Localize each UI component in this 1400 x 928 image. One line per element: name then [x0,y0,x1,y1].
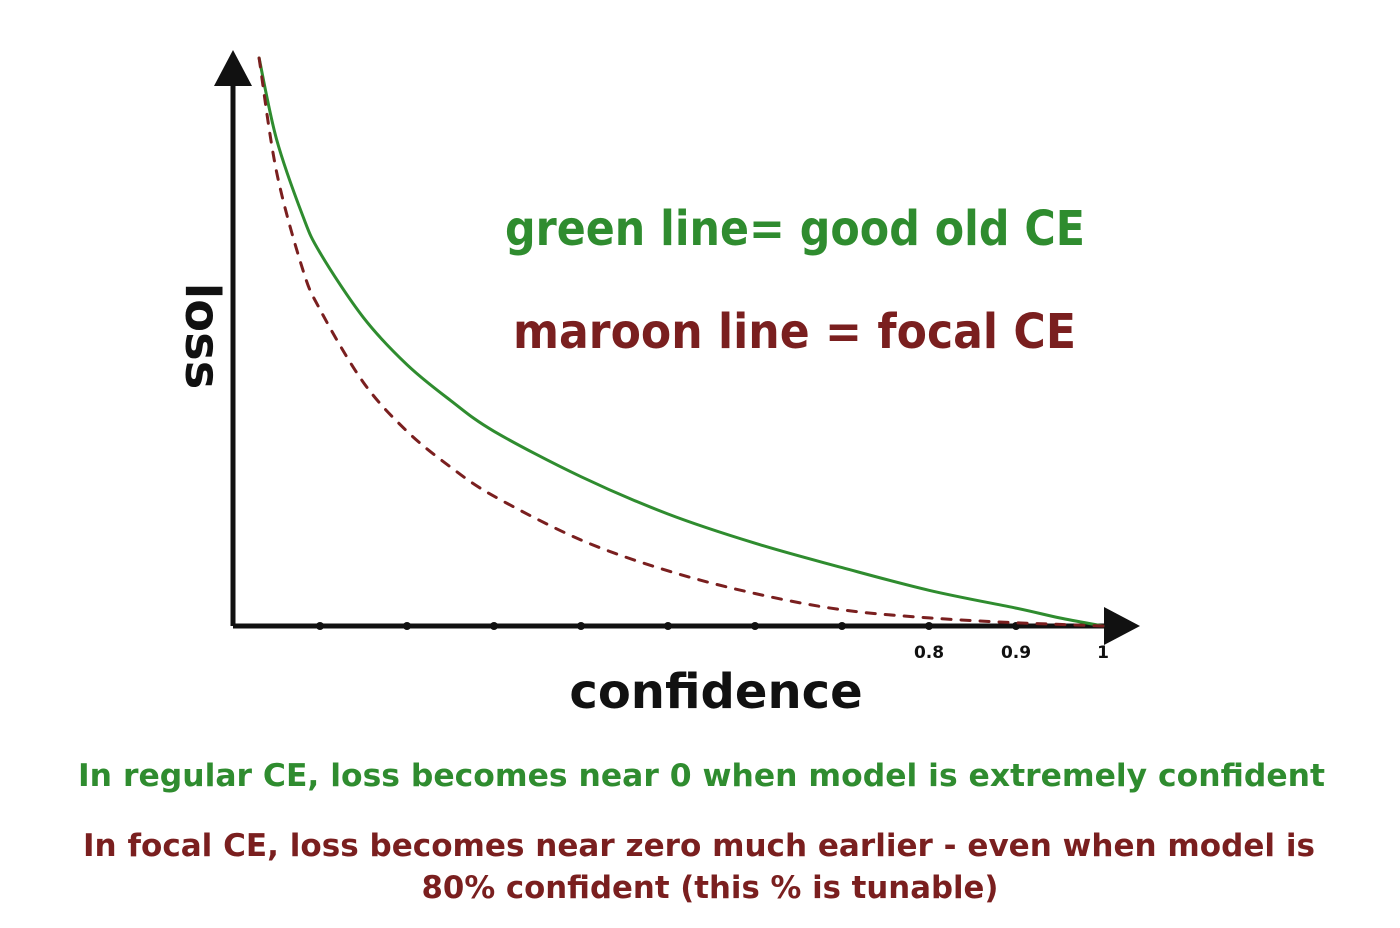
note-focal-line2: 80% confident (this % is tunable) [422,870,999,906]
x-tick-label: 1 [1097,643,1109,663]
x-tick-dot [925,622,933,630]
ce-curve [257,56,1105,628]
note-ce: In regular CE, loss becomes near 0 when … [78,758,1325,794]
x-axis-arrowhead [1104,607,1140,645]
focal-curve [257,56,1105,628]
x-tick-dot [316,622,324,630]
x-tick-dot [838,622,846,630]
y-axis-arrowhead [214,50,252,86]
x-tick-dot [490,622,498,630]
note-focal-line1: In focal CE, loss becomes near zero much… [83,828,1315,864]
legend-ce: green line= good old CE [505,201,1085,257]
y-axis-title: loss [174,283,230,390]
x-tick-label: 0.8 [914,643,944,663]
x-ticks: 0.8 0.9 1 [316,622,1109,663]
x-tick-dot [664,622,672,630]
legend-focal: maroon line = focal CE [513,304,1076,360]
x-tick-dot [577,622,585,630]
curves [257,56,1105,628]
x-tick-dot [751,622,759,630]
x-axis-title: confidence [569,664,862,720]
axes [214,50,1140,645]
x-tick-label: 0.9 [1001,643,1031,663]
x-tick-dot [403,622,411,630]
